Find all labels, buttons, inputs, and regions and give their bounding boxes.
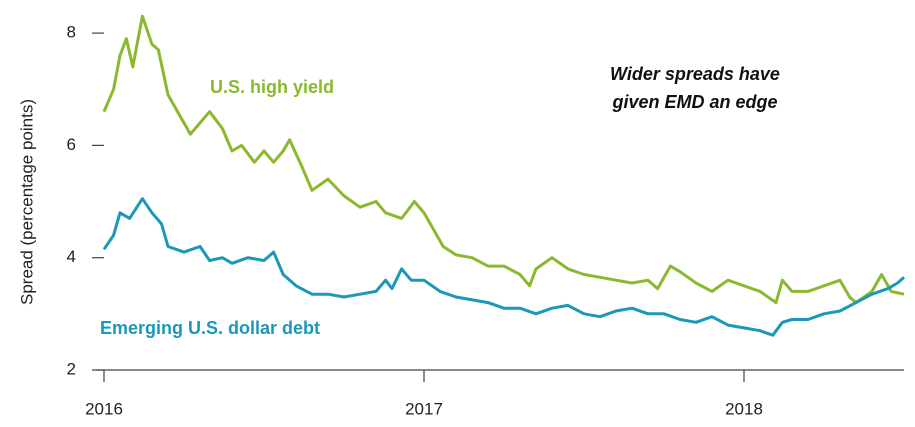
annotation: given EMD an edge — [611, 92, 777, 112]
series-label: U.S. high yield — [210, 77, 334, 97]
y-tick-label: 8 — [67, 23, 76, 42]
series-label: Emerging U.S. dollar debt — [100, 318, 320, 338]
y-tick-label: 6 — [67, 135, 76, 154]
x-tick-label: 2016 — [85, 399, 123, 418]
x-tick-label: 2017 — [405, 399, 443, 418]
y-tick-label: 2 — [67, 359, 76, 378]
y-tick-label: 4 — [67, 247, 76, 266]
series-line — [102, 197, 905, 337]
y-axis-label: Spread (percentage points) — [17, 99, 36, 305]
annotation: Wider spreads have — [610, 64, 780, 84]
x-tick-label: 2018 — [725, 399, 763, 418]
series-line — [102, 14, 905, 305]
